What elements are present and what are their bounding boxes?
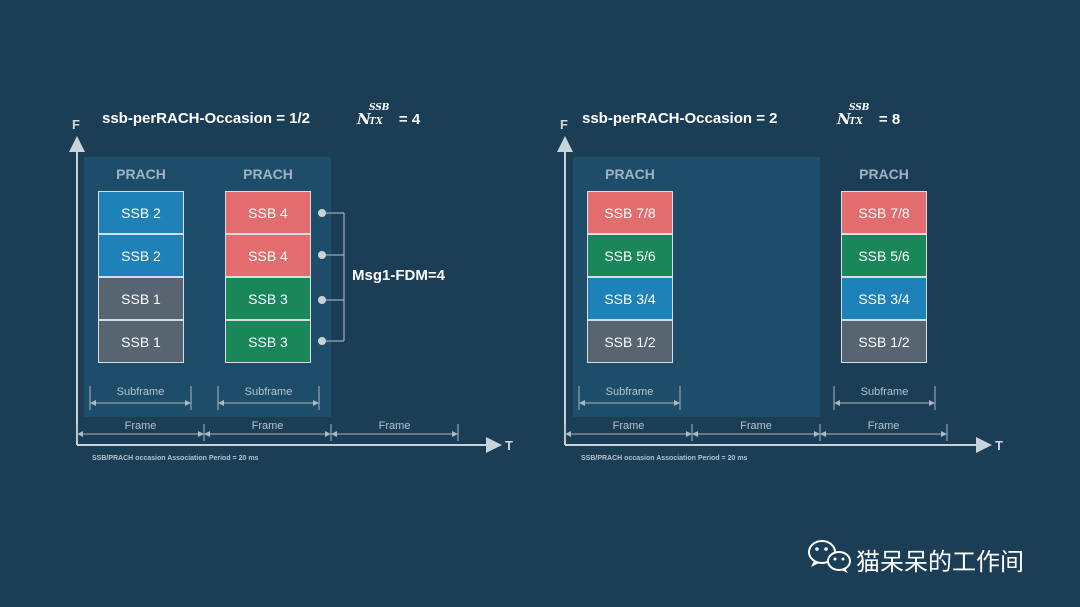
msg1-fdm-label: Msg1-FDM=4 xyxy=(352,267,445,284)
ntx-value: = 8 xyxy=(878,111,901,128)
ssb-block: SSB 2 xyxy=(98,234,184,277)
ssb-block: SSB 1 xyxy=(98,277,184,320)
ssb-block: SSB 7/8 xyxy=(587,191,673,234)
ntx-sup: SSB xyxy=(849,103,870,113)
fdm-dots xyxy=(318,209,326,345)
ntx-sub: TX xyxy=(369,117,383,127)
ssb-block: SSB 1 xyxy=(98,320,184,363)
ssb-block: SSB 3/4 xyxy=(587,277,673,320)
left-frame-label-3: Frame xyxy=(378,420,411,432)
ssb-block: SSB 1/2 xyxy=(841,320,927,363)
ssb-block: SSB 3/4 xyxy=(841,277,927,320)
left-subframe-label-2: Subframe xyxy=(244,386,293,398)
ntx-sup: SSB xyxy=(369,103,390,113)
left-frame-label-1: Frame xyxy=(124,420,157,432)
ssb-block: SSB 5/6 xyxy=(587,234,673,277)
right-period-label: SSB/PRACH occasion Association Period = … xyxy=(581,455,748,462)
ssb-block: SSB 2 xyxy=(98,191,184,234)
ntx-sub: TX xyxy=(849,117,863,127)
left-period-label: SSB/PRACH occasion Association Period = … xyxy=(92,455,259,462)
watermark-text: 猫呆呆的工作间 xyxy=(856,548,1024,576)
right-frame-label-3: Frame xyxy=(867,420,900,432)
ntx-base: N xyxy=(357,110,371,128)
left-frame-label-2: Frame xyxy=(251,420,284,432)
right-prach-label-1: PRACH xyxy=(605,166,655,182)
left-title: ssb-perRACH-Occasion = 1/2 xyxy=(102,110,310,127)
right-subframe-label-1: Subframe xyxy=(605,386,654,398)
left-prach-label-2: PRACH xyxy=(243,166,293,182)
ssb-block: SSB 5/6 xyxy=(841,234,927,277)
right-prach-label-2: PRACH xyxy=(859,166,909,182)
ntx-value: = 4 xyxy=(398,111,421,128)
right-ntx: N SSB TX = 8 xyxy=(837,103,901,128)
ssb-block: SSB 3 xyxy=(225,320,311,363)
left-f-label: F xyxy=(72,117,80,132)
left-t-label: T xyxy=(505,438,513,453)
right-frame-label-1: Frame xyxy=(612,420,645,432)
ssb-block: SSB 7/8 xyxy=(841,191,927,234)
right-t-label: T xyxy=(995,438,1003,453)
ssb-block: SSB 4 xyxy=(225,234,311,277)
right-frame-label-2: Frame xyxy=(740,420,772,432)
right-subframe-label-2: Subframe xyxy=(860,386,909,398)
left-subframe-label-1: Subframe xyxy=(116,386,165,398)
ssb-block: SSB 3 xyxy=(225,277,311,320)
left-ntx: N SSB TX = 4 xyxy=(357,103,421,128)
ssb-block: SSB 1/2 xyxy=(587,320,673,363)
left-prach-label-1: PRACH xyxy=(116,166,166,182)
right-title: ssb-perRACH-Occasion = 2 xyxy=(582,110,778,127)
ssb-block: SSB 4 xyxy=(225,191,311,234)
right-f-label: F xyxy=(560,117,568,132)
ntx-base: N xyxy=(837,110,851,128)
